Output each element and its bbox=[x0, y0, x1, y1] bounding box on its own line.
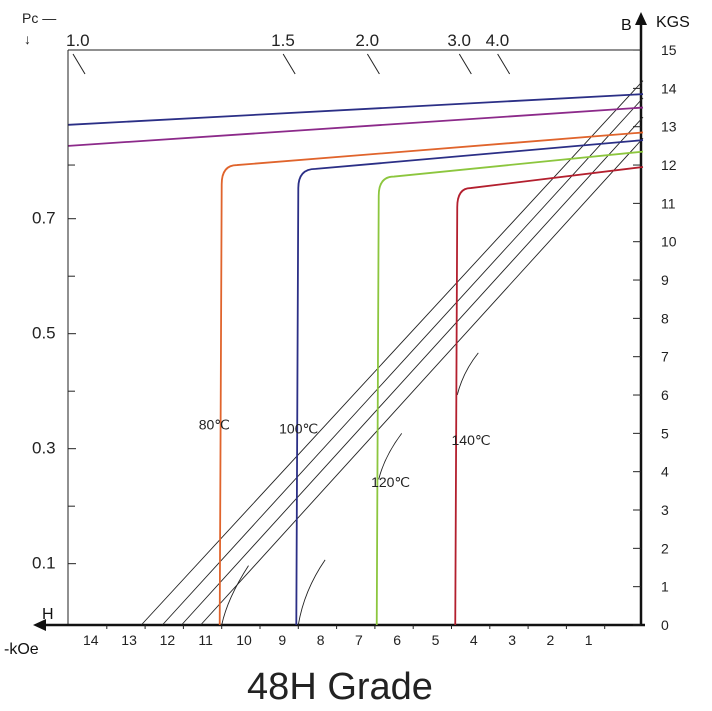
normal-line-2 bbox=[181, 116, 644, 626]
pc-label-2: 2.0 bbox=[355, 31, 379, 50]
b-axis-unit-label: KGS bbox=[656, 14, 690, 31]
b-tick-label-10: 10 bbox=[661, 234, 677, 250]
pc-label-3: 3.0 bbox=[447, 31, 471, 50]
h-tick-label-5: 9 bbox=[278, 632, 286, 648]
axis-labels: 80℃ 100℃ 120℃ 140℃ bbox=[199, 417, 491, 490]
h-axis-marker: H bbox=[42, 606, 54, 623]
pc-tick-2 bbox=[366, 53, 380, 75]
h-tick-label-13: 1 bbox=[585, 632, 593, 648]
pc-label-0: 1.0 bbox=[66, 31, 90, 50]
b-tick-label-3: 3 bbox=[661, 502, 669, 518]
series-curve-5 bbox=[454, 166, 644, 626]
normal-knee-0 bbox=[221, 565, 249, 626]
pc-axis-label: Pc — bbox=[22, 10, 56, 26]
series-curve-2 bbox=[218, 131, 644, 626]
series-curves bbox=[68, 93, 644, 626]
pc-label-4: 4.0 bbox=[486, 31, 510, 50]
b-tick-label-7: 7 bbox=[661, 349, 669, 365]
pc-tick-3 bbox=[458, 53, 472, 75]
pc-left-tick-label-3: 0.7 bbox=[32, 209, 56, 228]
normal-curves bbox=[140, 80, 644, 626]
normal-knee-3 bbox=[456, 352, 479, 396]
pc-left-tick-label-1: 0.3 bbox=[32, 439, 56, 458]
h-tick-label-2: 12 bbox=[160, 632, 176, 648]
pc-left-tick-label-0: 0.1 bbox=[32, 554, 56, 573]
b-tick-label-12: 12 bbox=[661, 157, 677, 173]
curve-label-2: 120℃ bbox=[371, 474, 410, 490]
b-tick-label-14: 14 bbox=[661, 80, 677, 96]
series-curve-4 bbox=[375, 150, 644, 626]
normal-line-3 bbox=[200, 137, 644, 626]
pc-tick-1 bbox=[282, 53, 296, 75]
h-axis-unit-label: -kOe bbox=[4, 641, 39, 658]
b-tick-label-13: 13 bbox=[661, 119, 677, 135]
b-tick-label-6: 6 bbox=[661, 387, 669, 403]
normal-line-0 bbox=[140, 80, 644, 626]
normal-knee-1 bbox=[297, 559, 326, 626]
h-tick-label-3: 11 bbox=[198, 632, 213, 648]
chart-title: 48H Grade bbox=[247, 666, 433, 708]
b-tick-label-1: 1 bbox=[661, 579, 669, 595]
pc-arrow-icon: ↓ bbox=[24, 31, 31, 47]
h-tick-label-11: 3 bbox=[508, 632, 516, 648]
b-tick-label-4: 4 bbox=[661, 464, 669, 480]
b-tick-label-15: 15 bbox=[661, 42, 677, 58]
pc-load-lines: 1.0 1.5 2.0 3.0 4.0 bbox=[66, 31, 511, 75]
normal-knee-2 bbox=[378, 433, 403, 480]
h-axis-arrow-icon bbox=[33, 619, 46, 631]
b-axis-marker: B bbox=[621, 17, 632, 34]
curve-label-1: 100℃ bbox=[279, 420, 318, 436]
series-curve-1 bbox=[68, 106, 644, 147]
b-tick-label-5: 5 bbox=[661, 425, 669, 441]
series-curve-0 bbox=[68, 93, 644, 126]
b-tick-label-11: 11 bbox=[661, 195, 676, 211]
b-tick-label-9: 9 bbox=[661, 272, 669, 288]
b-tick-label-8: 8 bbox=[661, 310, 669, 326]
h-tick-label-1: 13 bbox=[121, 632, 137, 648]
h-tick-label-8: 6 bbox=[393, 632, 401, 648]
b-tick-label-0: 0 bbox=[661, 617, 669, 633]
series-curve-3 bbox=[295, 139, 644, 626]
pc-tick-0 bbox=[72, 53, 86, 75]
h-tick-label-12: 2 bbox=[547, 632, 555, 648]
h-tick-label-4: 10 bbox=[236, 632, 252, 648]
h-tick-label-10: 4 bbox=[470, 632, 478, 648]
pc-left-tick-label-2: 0.5 bbox=[32, 324, 56, 343]
h-tick-label-7: 7 bbox=[355, 632, 363, 648]
b-tick-label-2: 2 bbox=[661, 540, 669, 556]
curve-label-0: 80℃ bbox=[199, 417, 230, 433]
b-axis-arrow-icon bbox=[635, 12, 647, 25]
normal-line-1 bbox=[162, 97, 644, 626]
plot-frame bbox=[40, 20, 645, 627]
pc-tick-4 bbox=[497, 53, 511, 75]
pc-label-1: 1.5 bbox=[271, 31, 295, 50]
h-tick-label-6: 8 bbox=[317, 632, 325, 648]
curve-label-3: 140℃ bbox=[452, 432, 491, 448]
h-tick-label-9: 5 bbox=[432, 632, 440, 648]
h-tick-label-0: 14 bbox=[83, 632, 99, 648]
